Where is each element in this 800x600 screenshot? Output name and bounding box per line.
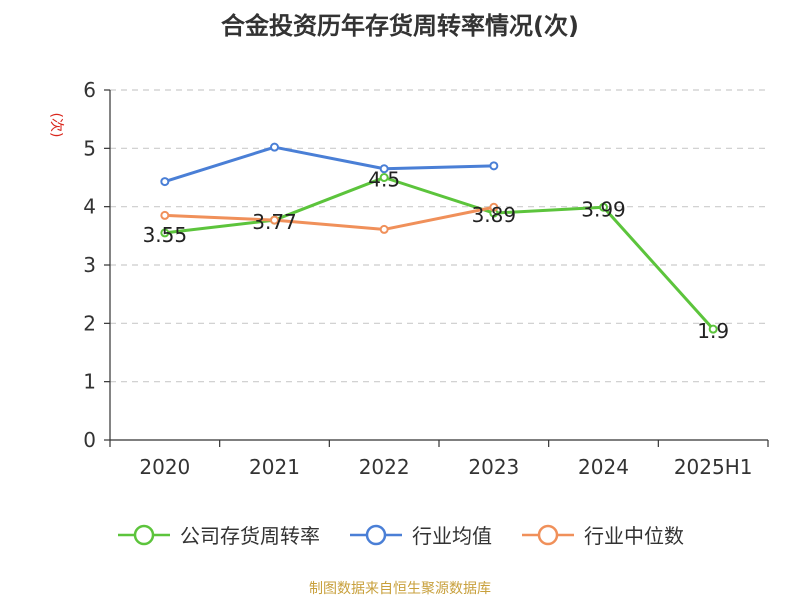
y-tick-label: 6 bbox=[83, 78, 96, 102]
data-point bbox=[379, 173, 389, 182]
legend-item: 公司存货周转率 bbox=[116, 520, 320, 549]
data-label: 3.55 bbox=[143, 223, 188, 247]
series-line-2 bbox=[164, 205, 495, 231]
data-point bbox=[379, 224, 389, 234]
data-label: 3.99 bbox=[581, 197, 626, 221]
x-tick-label: 2020 bbox=[139, 455, 190, 479]
legend-circle bbox=[365, 524, 387, 545]
legend-marker-icon bbox=[522, 524, 574, 545]
y-tick-label: 4 bbox=[83, 195, 96, 219]
legend-marker-icon bbox=[118, 524, 170, 545]
legend-label: 行业中位数 bbox=[584, 524, 684, 548]
data-label: 3.77 bbox=[252, 210, 297, 234]
data-point bbox=[270, 142, 279, 152]
data-label: 3.89 bbox=[472, 203, 517, 227]
data-point bbox=[489, 202, 499, 212]
data-label: 1.9 bbox=[697, 319, 729, 343]
y-axis-label: (次) bbox=[48, 113, 64, 138]
legend-marker-icon bbox=[350, 524, 402, 545]
data-point bbox=[379, 164, 389, 174]
source-note: 制图数据来自恒生聚源数据库 bbox=[309, 581, 491, 597]
data-point bbox=[160, 210, 170, 220]
grid-lines bbox=[110, 89, 768, 383]
data-point bbox=[160, 177, 170, 187]
y-tick-label: 5 bbox=[83, 136, 96, 160]
legend-circle bbox=[537, 524, 559, 545]
y-tick-label: 2 bbox=[83, 311, 96, 335]
x-tick-label: 2023 bbox=[468, 455, 519, 479]
legend-circle bbox=[133, 524, 155, 545]
data-point bbox=[489, 161, 499, 171]
axes: 0 1 2 3 4 5 6 2020 2021 2022 2023 2024 2025H1 (次) bbox=[48, 78, 769, 479]
x-tick-label: 2025H1 bbox=[674, 455, 753, 479]
y-tick-label: 0 bbox=[83, 428, 96, 452]
legend-item: 行业均值 bbox=[348, 520, 492, 549]
series-line-1 bbox=[164, 145, 494, 184]
x-tick-label: 2022 bbox=[359, 455, 410, 479]
y-tick-label: 3 bbox=[83, 253, 96, 277]
chart-title: 合金投资历年存货周转率情况(次) bbox=[221, 12, 579, 40]
data-point bbox=[599, 202, 608, 212]
data-label: 4.5 bbox=[368, 168, 400, 192]
x-tick-label: 2021 bbox=[249, 455, 300, 479]
data-labels: 3.55 3.77 4.5 3.89 3.99 1.9 bbox=[143, 168, 730, 344]
y-tick-label: 1 bbox=[83, 370, 96, 394]
legend-item: 行业中位数 bbox=[520, 520, 684, 549]
data-point bbox=[270, 215, 279, 225]
legend: 公司存货周转率 行业均值 行业中位数 bbox=[0, 520, 800, 549]
x-tick-label: 2024 bbox=[578, 455, 629, 479]
legend-label: 行业均值 bbox=[412, 524, 492, 548]
series-layer bbox=[160, 142, 718, 334]
data-point bbox=[160, 228, 170, 238]
series-line-0 bbox=[164, 176, 715, 331]
legend-label: 公司存货周转率 bbox=[180, 524, 320, 548]
data-point bbox=[708, 324, 718, 334]
